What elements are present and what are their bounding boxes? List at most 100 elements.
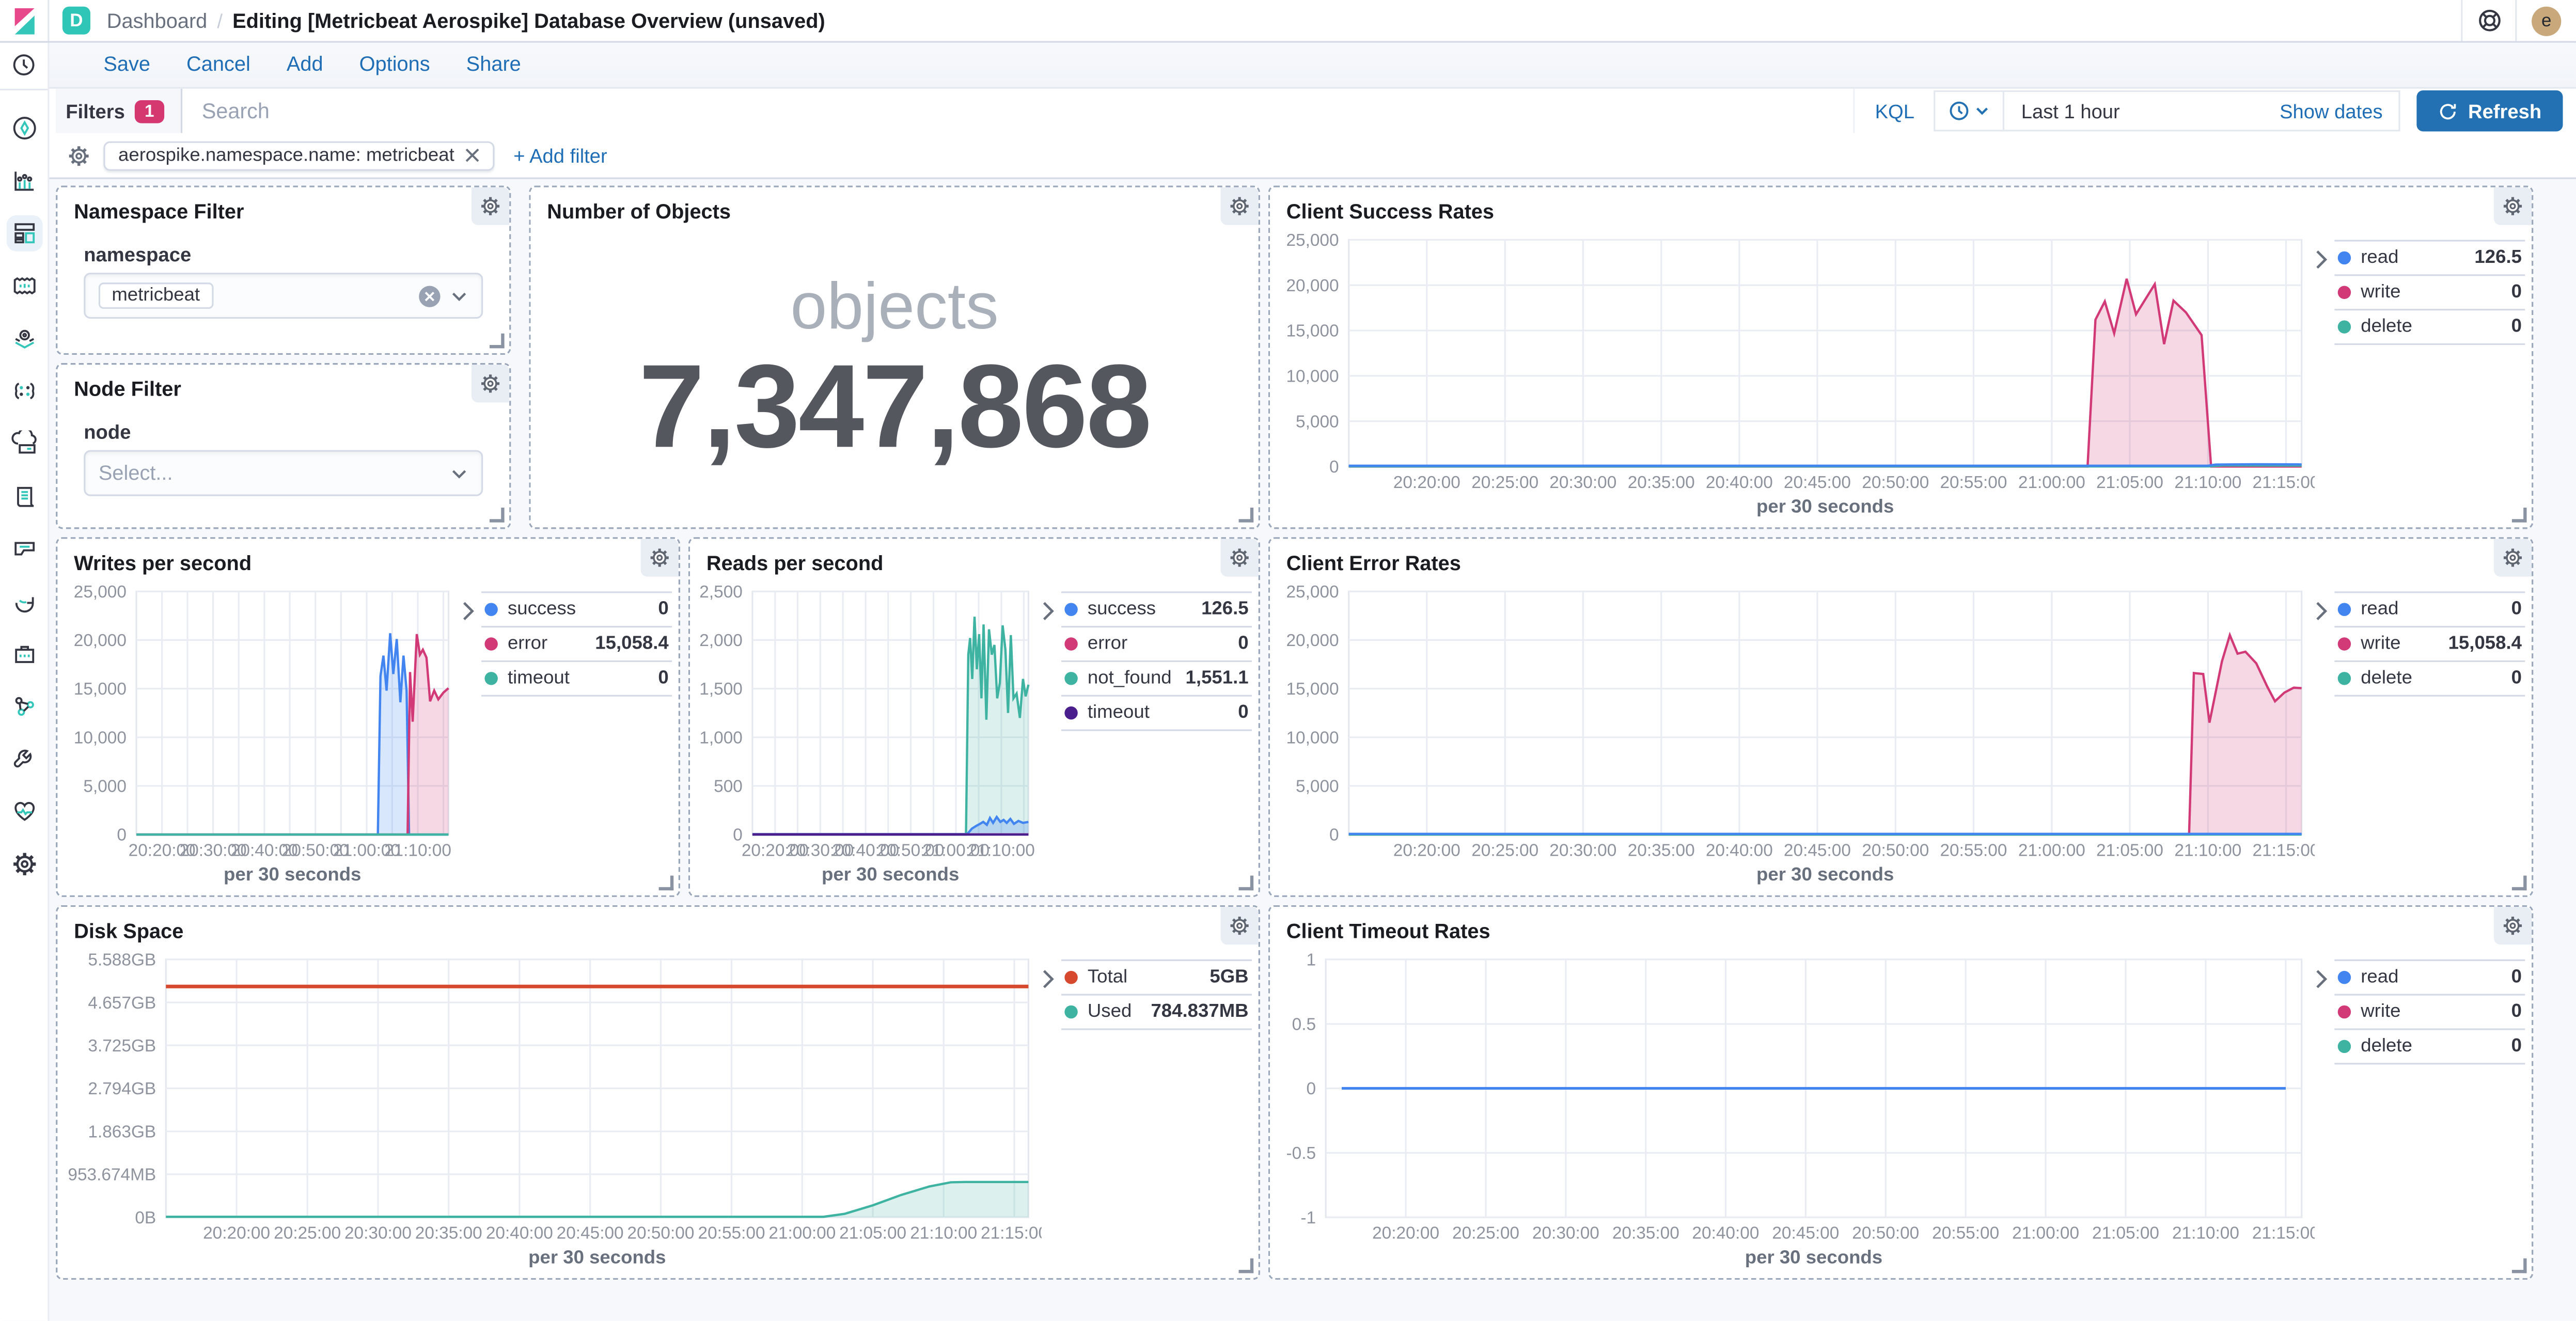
sidebar-item-apm[interactable] — [6, 530, 42, 567]
chevron-down-icon[interactable] — [450, 464, 468, 482]
legend-value: 0 — [2511, 967, 2522, 987]
legend-color-dot — [2337, 971, 2351, 984]
time-picker[interactable]: Last 1 hour Show dates — [1934, 90, 2401, 132]
panel-gear-button[interactable] — [1220, 906, 1259, 945]
menu-item-cancel[interactable]: Cancel — [186, 52, 250, 76]
legend-label[interactable]: delete — [2361, 1036, 2412, 1057]
panel-resize-handle[interactable] — [489, 333, 505, 349]
filter-pill[interactable]: aerospike.namespace.name: metricbeat — [103, 140, 494, 170]
sidebar-item-canvas[interactable] — [6, 268, 42, 304]
panel-resize-handle[interactable] — [2511, 875, 2527, 891]
show-dates-link[interactable]: Show dates — [2280, 99, 2383, 122]
collapse-legend-icon[interactable] — [2315, 250, 2328, 270]
legend-label[interactable]: write — [2361, 1002, 2401, 1022]
panel-gear-button[interactable] — [2493, 187, 2532, 225]
panel-reads: Reads per second 0 500 1,000 1,500 2,000 2,50… — [688, 537, 1260, 897]
svg-text:21:15:00: 21:15:00 — [2253, 473, 2315, 492]
menu-item-add[interactable]: Add — [286, 52, 323, 76]
namespace-dropdown[interactable]: metricbeat — [84, 273, 483, 319]
legend-color-dot — [2337, 320, 2351, 334]
collapse-legend-icon[interactable] — [1042, 601, 1055, 621]
remove-filter-icon[interactable] — [464, 148, 479, 163]
panel-gear-button[interactable] — [2493, 539, 2532, 577]
panel-gear-button[interactable] — [1220, 187, 1259, 225]
legend-label[interactable]: read — [2361, 967, 2399, 987]
space-badge[interactable]: D — [62, 6, 90, 35]
legend-label[interactable]: not_found — [1087, 668, 1172, 688]
legend-label[interactable]: delete — [2361, 317, 2412, 337]
panel-resize-handle[interactable] — [2511, 1258, 2527, 1273]
panel-gear-button[interactable] — [471, 365, 510, 403]
panel-resize-handle[interactable] — [1238, 507, 1254, 523]
sidebar-item-monitoring[interactable] — [6, 793, 42, 829]
legend-label[interactable]: delete — [2361, 668, 2412, 688]
legend-label[interactable]: timeout — [1087, 703, 1150, 723]
chevron-down-icon[interactable] — [450, 287, 468, 305]
refresh-button[interactable]: Refresh — [2417, 90, 2563, 132]
recently-viewed-icon[interactable] — [0, 41, 48, 90]
panel-gear-button[interactable] — [640, 539, 679, 577]
legend-value: 15,058.4 — [2448, 634, 2522, 654]
panel-node: Node Filter node Select... — [56, 363, 511, 529]
menu-item-options[interactable]: Options — [359, 52, 430, 76]
menu-item-save[interactable]: Save — [103, 52, 151, 76]
time-range-value[interactable]: Last 1 hour — [2021, 99, 2120, 122]
filters-toggle[interactable]: Filters 1 — [56, 88, 182, 133]
panel-gear-button[interactable] — [471, 187, 510, 225]
chart-legend: Total 5GB Used 784.837MB — [1061, 959, 1252, 1030]
sidebar-item-uptime[interactable] — [6, 583, 42, 619]
legend-label[interactable]: error — [507, 634, 548, 654]
legend-label[interactable]: timeout — [507, 668, 570, 688]
collapse-legend-icon[interactable] — [1042, 969, 1055, 989]
panel-resize-handle[interactable] — [2511, 507, 2527, 523]
kql-selector[interactable]: KQL — [1854, 88, 1934, 133]
svg-text:21:10:00: 21:10:00 — [2174, 473, 2241, 492]
monitoring-icon — [13, 801, 34, 821]
add-filter-link[interactable]: + Add filter — [513, 144, 607, 167]
legend-label[interactable]: Used — [1087, 1002, 1132, 1022]
kibana-logo[interactable] — [0, 0, 50, 41]
panel-gear-button[interactable] — [1220, 539, 1259, 577]
sidebar-item-graph[interactable] — [6, 688, 42, 725]
node-dropdown[interactable]: Select... — [84, 450, 483, 496]
clear-selection-icon[interactable] — [419, 285, 441, 307]
sidebar-item-discover[interactable] — [6, 110, 42, 146]
collapse-legend-icon[interactable] — [462, 601, 475, 621]
panel-resize-handle[interactable] — [1238, 1258, 1254, 1273]
panel-resize-handle[interactable] — [658, 875, 674, 891]
panel-gear-button[interactable] — [2493, 906, 2532, 945]
selected-token: metricbeat — [98, 282, 213, 309]
breadcrumb-dashboard[interactable]: Dashboard — [106, 9, 208, 33]
legend-label[interactable]: success — [1087, 600, 1156, 620]
legend-label[interactable]: success — [507, 600, 576, 620]
panel-resize-handle[interactable] — [1238, 875, 1254, 891]
legend-label[interactable]: read — [2361, 600, 2399, 620]
svg-text:21:15:00: 21:15:00 — [2253, 841, 2315, 860]
collapse-legend-icon[interactable] — [2315, 969, 2328, 989]
sidebar-item-dev-tools[interactable] — [6, 741, 42, 777]
legend-label[interactable]: write — [2361, 282, 2401, 303]
svg-text:21:10:00: 21:10:00 — [384, 841, 451, 860]
sidebar-item-logs[interactable] — [6, 478, 42, 514]
sidebar-item-dashboard[interactable] — [6, 215, 42, 251]
legend-label[interactable]: error — [1087, 634, 1128, 654]
sidebar-item-siem[interactable] — [6, 636, 42, 672]
sidebar-item-management[interactable] — [6, 846, 42, 882]
legend-label[interactable]: Total — [1087, 967, 1128, 987]
sidebar-item-machine-learning[interactable] — [6, 373, 42, 409]
svg-text:per 30 seconds: per 30 seconds — [224, 863, 361, 885]
svg-text:0: 0 — [1306, 1079, 1316, 1098]
panel-resize-handle[interactable] — [489, 507, 505, 523]
filter-settings-gear-icon[interactable] — [67, 144, 90, 167]
menu-item-share[interactable]: Share — [466, 52, 521, 76]
sidebar-item-maps[interactable] — [6, 320, 42, 356]
search-input[interactable]: Search — [201, 98, 270, 123]
collapse-legend-icon[interactable] — [2315, 601, 2328, 621]
help-icon[interactable] — [2462, 0, 2515, 41]
legend-label[interactable]: read — [2361, 248, 2399, 268]
sidebar-item-visualize[interactable] — [6, 163, 42, 199]
time-picker-quick-menu[interactable] — [1936, 92, 2005, 130]
legend-label[interactable]: write — [2361, 634, 2401, 654]
user-avatar[interactable]: e — [2532, 6, 2562, 36]
sidebar-item-infrastructure[interactable] — [6, 426, 42, 462]
